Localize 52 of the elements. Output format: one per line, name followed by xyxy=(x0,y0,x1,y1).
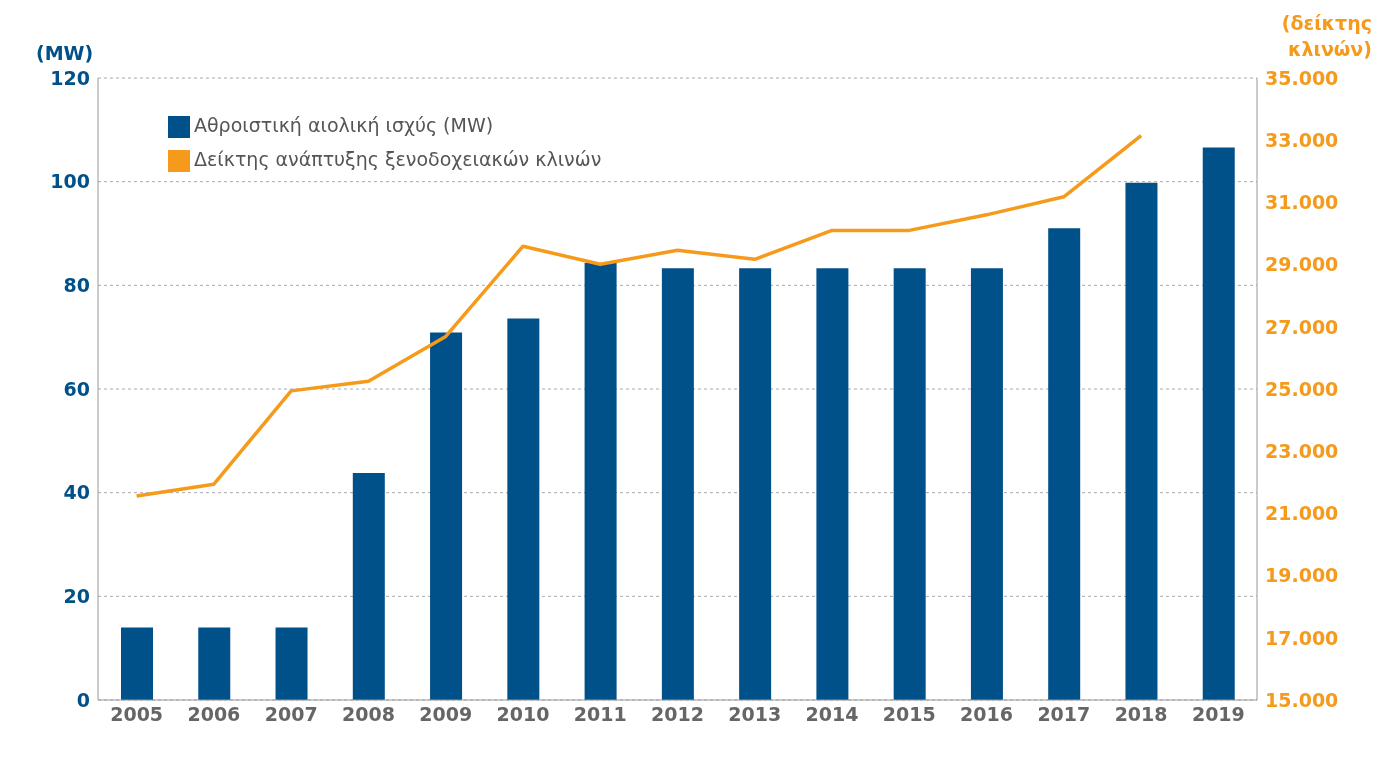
bar xyxy=(1202,147,1235,700)
y2-tick-label: 31.000 xyxy=(1265,191,1339,214)
y-tick-label: 20 xyxy=(63,585,90,608)
y2-tick-label: 21.000 xyxy=(1265,502,1339,525)
y-tick-label: 120 xyxy=(50,66,90,89)
bar xyxy=(893,268,926,700)
x-tick-label: 2019 xyxy=(1191,703,1245,726)
bar xyxy=(970,268,1003,700)
y-tick-label: 0 xyxy=(76,688,90,711)
y-tick-label: 100 xyxy=(50,170,90,193)
bar xyxy=(816,268,849,700)
y2-tick-label: 17.000 xyxy=(1265,626,1339,649)
bar xyxy=(1125,182,1158,700)
bar xyxy=(739,268,772,700)
x-tick-label: 2006 xyxy=(187,703,241,726)
bar xyxy=(275,627,308,700)
x-tick-label: 2008 xyxy=(341,703,395,726)
x-tick-label: 2016 xyxy=(960,703,1014,726)
x-tick-label: 2012 xyxy=(651,703,704,726)
y2-tick-label: 33.000 xyxy=(1265,128,1339,151)
x-tick-label: 2015 xyxy=(882,703,936,726)
y-tick-label: 80 xyxy=(63,274,90,297)
y2-axis-title: (δείκτης κλινών) xyxy=(1280,11,1372,62)
x-tick-label: 2005 xyxy=(110,703,164,726)
x-tick-label: 2013 xyxy=(728,703,782,726)
y2-tick-label: 25.000 xyxy=(1265,377,1339,400)
y2-tick-label: 15.000 xyxy=(1265,688,1339,711)
y-tick-label: 60 xyxy=(63,377,90,400)
bar xyxy=(430,332,463,700)
x-tick-label: 2009 xyxy=(419,703,473,726)
bar xyxy=(1048,228,1081,700)
y2-tick-label: 23.000 xyxy=(1265,439,1339,462)
bar xyxy=(198,627,231,700)
y2-tick-label: 19.000 xyxy=(1265,564,1339,587)
bar xyxy=(121,627,153,700)
x-tick-label: 2017 xyxy=(1037,703,1091,726)
bar xyxy=(507,318,540,700)
bar xyxy=(352,472,385,700)
y2-tick-label: 35.000 xyxy=(1265,66,1339,89)
bar xyxy=(661,268,694,700)
y-tick-label: 40 xyxy=(63,481,90,504)
x-tick-label: 2011 xyxy=(573,703,627,726)
x-tick-label: 2018 xyxy=(1114,703,1168,726)
x-tick-label: 2010 xyxy=(496,703,550,726)
x-tick-label: 2014 xyxy=(805,703,859,726)
legend-label: Δείκτης ανάπτυξης ξενοδοχειακών κλινών xyxy=(194,148,602,170)
x-tick-label: 2007 xyxy=(264,703,318,726)
y2-tick-label: 29.000 xyxy=(1265,253,1339,276)
y2-tick-label: 27.000 xyxy=(1265,315,1339,338)
bar xyxy=(584,263,617,700)
y-axis-title: (MW) xyxy=(36,42,94,64)
legend-label: Αθροιστική αιολική ισχύς (MW) xyxy=(194,114,494,136)
